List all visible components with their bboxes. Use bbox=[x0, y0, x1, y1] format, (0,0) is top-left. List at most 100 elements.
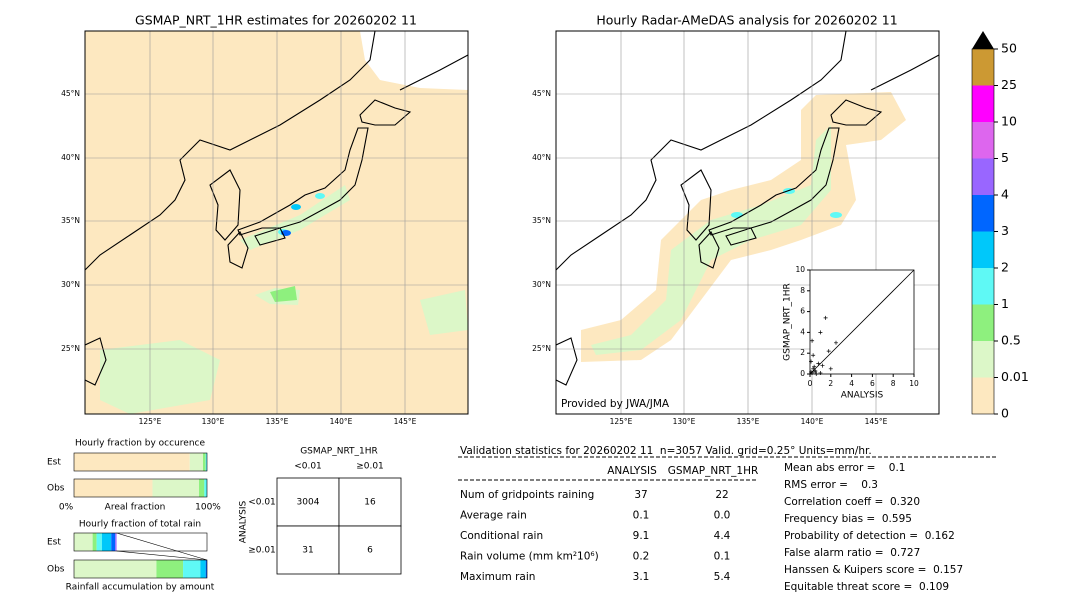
y-axis-label: GSMAP_NRT_1HR bbox=[783, 283, 793, 361]
taper bbox=[116, 532, 208, 561]
fraction-segment bbox=[205, 453, 207, 471]
stats-value: 22 bbox=[715, 489, 728, 501]
score: Correlation coeff = 0.320 bbox=[784, 496, 920, 508]
fraction-segment bbox=[199, 479, 205, 497]
colorbar-label: 4 bbox=[1001, 187, 1009, 202]
colorbar-label: 10 bbox=[1001, 114, 1017, 129]
lon-label: 130°E bbox=[202, 417, 225, 426]
y-tick-label: 6 bbox=[800, 307, 805, 316]
fraction-segment bbox=[156, 560, 184, 578]
fraction-segment bbox=[115, 533, 117, 551]
map: 45°N 40°N 35°N 30°N 25°N 125°E 130°E 135°E 140°E… bbox=[61, 30, 469, 426]
colorbar-segment bbox=[972, 304, 994, 341]
y-tick-label: 10 bbox=[795, 265, 805, 274]
colorbar-segment bbox=[972, 122, 994, 159]
stats-label: Average rain bbox=[460, 510, 527, 522]
contingency-col: ≥0.01 bbox=[356, 462, 384, 472]
stats-label: Num of gridpoints raining bbox=[460, 489, 594, 501]
lat-label: 25°N bbox=[61, 344, 80, 353]
lon-label: 140°E bbox=[330, 417, 353, 426]
fraction-title: Hourly fraction by occurence bbox=[75, 439, 205, 449]
fraction-axis-label: Areal fraction bbox=[105, 503, 166, 513]
point bbox=[810, 338, 815, 343]
x-tick-label: 0 bbox=[808, 379, 813, 388]
lat-label: 25°N bbox=[532, 344, 551, 353]
contingency-row: <0.01 bbox=[248, 498, 276, 508]
stats-value: 37 bbox=[634, 489, 647, 501]
point bbox=[813, 369, 818, 374]
bar-frame bbox=[73, 452, 208, 472]
map-frame bbox=[84, 30, 469, 415]
lon-label: 140°E bbox=[801, 417, 824, 426]
score: Frequency bias = 0.595 bbox=[784, 513, 912, 525]
colorbar-segment bbox=[972, 158, 994, 195]
lat-label: 45°N bbox=[61, 89, 80, 98]
lon-label: 145°E bbox=[394, 417, 417, 426]
lon-label: 125°E bbox=[139, 417, 162, 426]
colorbar-segment bbox=[972, 231, 994, 268]
y-tick-label: 8 bbox=[800, 286, 805, 295]
lon-label: 145°E bbox=[865, 417, 888, 426]
row-label: Est bbox=[47, 538, 61, 548]
rain-area bbox=[420, 290, 468, 335]
point bbox=[818, 330, 823, 335]
score: RMS error = 0.3 bbox=[784, 479, 878, 491]
fraction-segment bbox=[204, 479, 207, 497]
stats-value: 4.4 bbox=[714, 530, 731, 542]
colorbar-label: 1 bbox=[1001, 296, 1009, 311]
map-body bbox=[85, 31, 468, 414]
map-title: Hourly Radar-AMeDAS analysis for 2026020… bbox=[596, 13, 897, 28]
lat-label: 35°N bbox=[61, 216, 80, 225]
contingency-value: 3004 bbox=[297, 498, 320, 508]
contingency-row-title: ANALYSIS bbox=[239, 500, 249, 543]
stats-value: 0.1 bbox=[633, 510, 650, 522]
fraction-axis-label: 0% bbox=[59, 503, 74, 513]
score: Equitable threat score = 0.109 bbox=[784, 581, 949, 593]
contingency-col-title: GSMAP_NRT_1HR bbox=[300, 447, 378, 457]
lat-label: 30°N bbox=[61, 280, 80, 289]
fraction-segment bbox=[74, 479, 153, 497]
lat-label: 30°N bbox=[532, 280, 551, 289]
colorbar-label: 0 bbox=[1001, 406, 1009, 421]
rain-area bbox=[591, 125, 831, 355]
stats-label: Maximum rain bbox=[460, 571, 535, 583]
colorbar-segment bbox=[972, 49, 994, 86]
colorbar-segment bbox=[972, 195, 994, 232]
stats-label: Conditional rain bbox=[460, 530, 543, 542]
point bbox=[808, 372, 812, 376]
x-tick-label: 4 bbox=[849, 379, 854, 388]
x-tick-label: 8 bbox=[891, 379, 896, 388]
contingency-col: <0.01 bbox=[294, 462, 322, 472]
coastline bbox=[556, 31, 939, 386]
colorbar-segment bbox=[972, 377, 994, 414]
lon-label: 135°E bbox=[266, 417, 289, 426]
coastline bbox=[85, 31, 468, 386]
point bbox=[834, 340, 838, 345]
point bbox=[812, 364, 817, 369]
contingency-value: 16 bbox=[364, 498, 376, 508]
fraction-segment bbox=[74, 560, 157, 578]
point bbox=[810, 370, 815, 375]
score: Mean abs error = 0.1 bbox=[784, 462, 905, 474]
row-label: Est bbox=[47, 458, 61, 468]
colorbar-label: 50 bbox=[1001, 41, 1017, 56]
point bbox=[820, 363, 825, 368]
row-label: Obs bbox=[47, 565, 65, 575]
lon-label: 135°E bbox=[737, 417, 760, 426]
fraction-segment bbox=[183, 560, 201, 578]
rain-area bbox=[291, 204, 301, 210]
y-tick-label: 0 bbox=[800, 369, 805, 378]
fraction-segment bbox=[205, 560, 207, 578]
point bbox=[828, 366, 833, 371]
stats-label: Rain volume (mm km²10⁶) bbox=[460, 551, 599, 563]
score: Probability of detection = 0.162 bbox=[784, 530, 955, 542]
rain-area bbox=[315, 193, 325, 199]
fraction-segment bbox=[101, 533, 112, 551]
y-tick-label: 4 bbox=[800, 327, 805, 336]
point bbox=[816, 361, 821, 366]
x-tick-label: 6 bbox=[870, 379, 875, 388]
colorbar-label: 3 bbox=[1001, 223, 1009, 238]
score: False alarm ratio = 0.727 bbox=[784, 547, 920, 559]
contingency-value: 31 bbox=[302, 546, 313, 556]
bar-frame bbox=[73, 532, 208, 552]
